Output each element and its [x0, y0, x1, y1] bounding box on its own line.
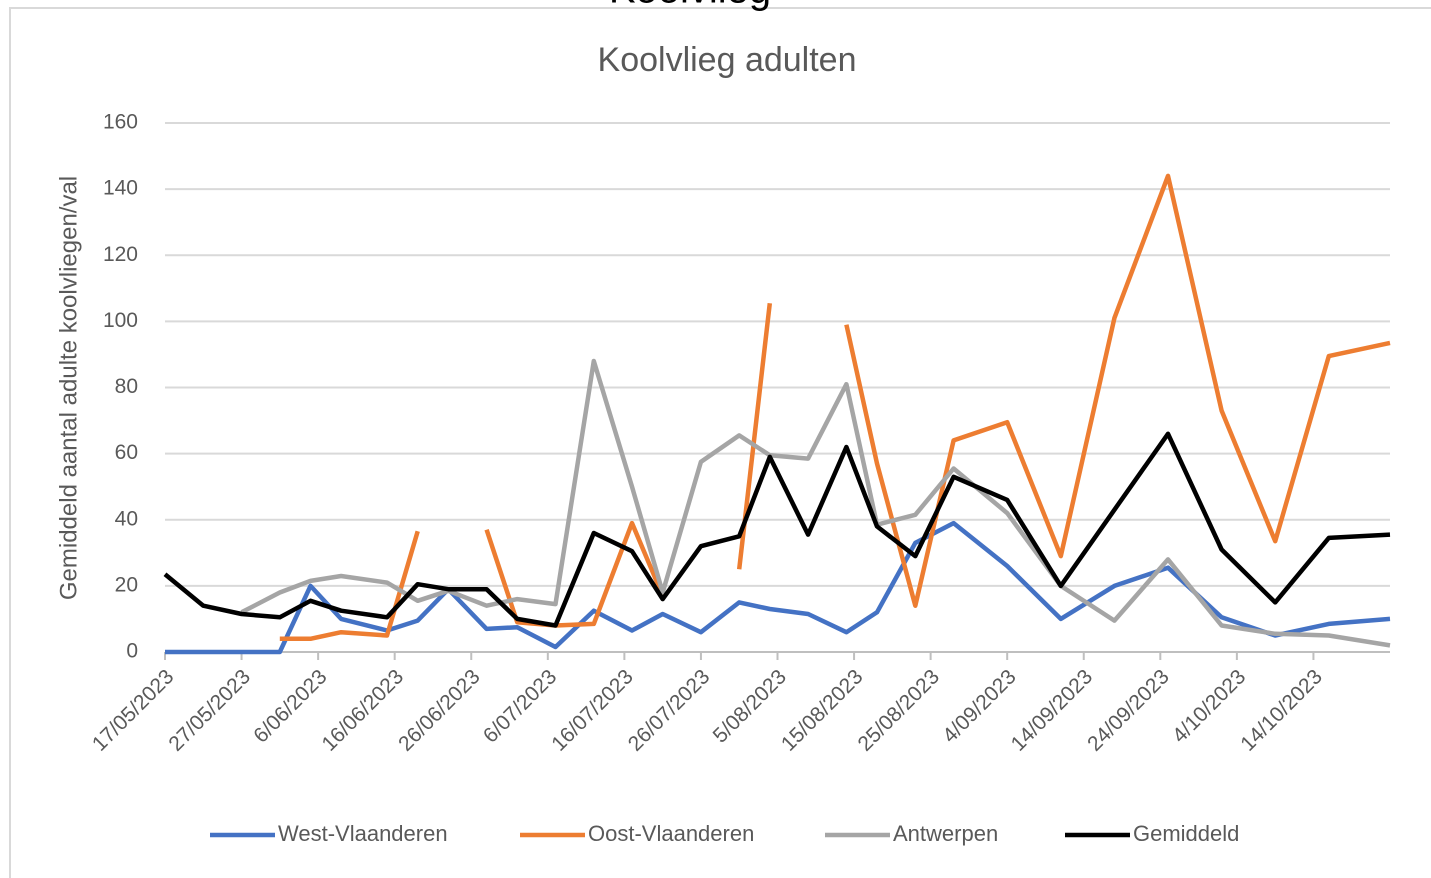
series-line — [279, 173, 1391, 642]
legend-label: West-Vlaanderen — [278, 821, 448, 846]
y-tick-label: 20 — [115, 573, 138, 596]
y-axis-label: Gemiddeld aantal adulte koolvliegen/val — [55, 176, 82, 600]
y-tick-label: 0 — [126, 640, 138, 663]
y-tick-label: 160 — [103, 111, 138, 134]
y-tick-label: 120 — [103, 243, 138, 266]
series-line — [163, 431, 1391, 628]
y-tick-label: 100 — [103, 309, 138, 332]
y-tick-label: 40 — [115, 507, 138, 530]
legend-label: Gemiddeld — [1133, 821, 1239, 846]
y-tick-label: 60 — [115, 441, 138, 464]
legend-label: Antwerpen — [893, 821, 998, 846]
page-header: Koolvlieg — [609, 0, 771, 12]
series-line — [165, 520, 1391, 655]
chart-title: Koolvlieg adulten — [598, 41, 857, 79]
y-tick-label: 140 — [103, 177, 138, 200]
legend-label: Oost-Vlaanderen — [588, 821, 754, 846]
chart-frame — [9, 7, 1431, 878]
y-tick-label: 80 — [115, 375, 138, 398]
